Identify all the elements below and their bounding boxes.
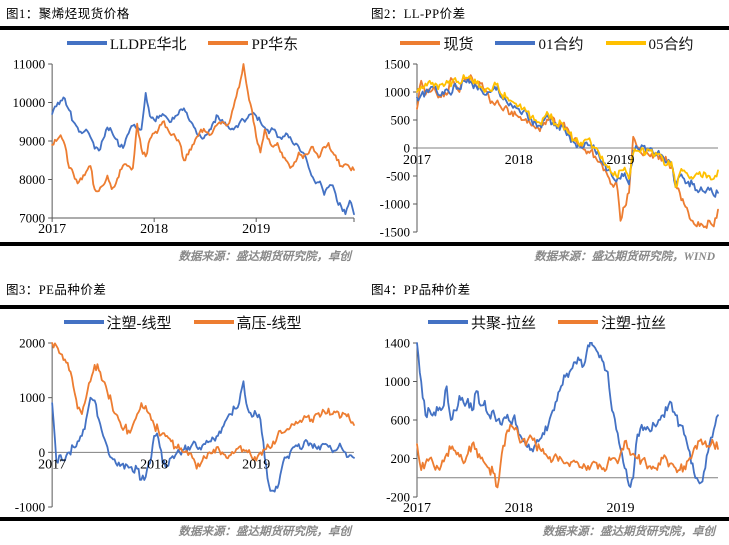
y-tick-label: -500 [386, 169, 410, 184]
x-tick-label: 2018 [140, 457, 168, 472]
legend-item: LLDPE华北 [66, 33, 187, 54]
y-tick-label: 2000 [19, 336, 45, 351]
x-tick-label: 2019 [606, 153, 634, 168]
chart-panel-1: 图1：聚烯烃现货价格 LLDPE华北 PP华东 7000 8000 9000 10000… [0, 0, 365, 268]
chart4-legend: 共聚-拉丝 注塑-拉丝 [371, 309, 723, 335]
legend-line-swatch [63, 320, 104, 324]
y-tick-label: 11000 [13, 57, 45, 72]
legend-item: 注塑-线型 [63, 312, 172, 333]
series-line [416, 74, 719, 189]
chart3-legend: 注塑-线型 高压-线型 [6, 309, 359, 335]
y-tick-label: 600 [391, 413, 411, 428]
x-tick-label: 2019 [242, 457, 270, 472]
bottom-divider-bar [0, 242, 365, 246]
legend-label: PP华东 [251, 36, 299, 53]
y-tick-label: 9000 [19, 134, 45, 149]
chart3-title: 图3：PE品种价差 [6, 283, 107, 297]
y-tick-label: -1500 [380, 225, 410, 240]
y-tick-label: 200 [391, 451, 411, 466]
legend-line-swatch [428, 320, 468, 324]
chart2-legend: 现货 01合约 05合约 [371, 30, 723, 56]
y-tick-label: 1400 [384, 336, 410, 351]
legend-item: 高压-线型 [193, 312, 302, 333]
line-chart-polyolefin-spot: 7000 8000 9000 10000 11000 2017 2018 2019 [13, 57, 355, 237]
chart2-title: 图2：LL-PP价差 [371, 7, 466, 21]
legend-line-swatch [605, 41, 646, 45]
series-line [416, 77, 719, 198]
y-tick-label: 7000 [19, 211, 45, 226]
legend-item: 注塑-拉丝 [558, 312, 666, 333]
series-line [51, 342, 355, 470]
legend-label: LLDPE华北 [109, 36, 187, 53]
y-tick-label: 8000 [19, 172, 45, 187]
legend-line-swatch [558, 320, 598, 324]
legend-line-swatch [495, 41, 536, 45]
y-tick-label: 0 [39, 445, 46, 460]
chart1-source-caption: 数据来源：盛达期货研究院，卓创 [178, 251, 352, 263]
y-tick-label: -1000 [15, 500, 45, 515]
legend-label: 共聚-拉丝 [471, 315, 536, 332]
legend-item: PP华东 [208, 33, 298, 54]
legend-line-swatch [66, 41, 107, 45]
legend-label: 注塑-线型 [106, 315, 172, 332]
chart4-title: 图4：PP品种价差 [371, 283, 471, 297]
x-tick-label: 2017 [38, 457, 66, 472]
series-line [416, 423, 719, 489]
y-tick-label: 500 [391, 113, 411, 128]
x-tick-label: 2019 [242, 222, 270, 237]
legend-label: 05合约 [648, 36, 694, 53]
legend-item: 05合约 [605, 33, 694, 54]
y-tick-label: -200 [386, 490, 410, 505]
x-tick-label: 2019 [606, 501, 634, 516]
legend-item: 共聚-拉丝 [428, 312, 536, 333]
line-chart-pp-grade-spread: -200 200 600 1000 1400 2017 2018 2019 [384, 336, 719, 516]
title-divider-bar [0, 26, 365, 30]
title-divider-bar [365, 26, 729, 30]
legend-line-swatch [400, 41, 441, 45]
series-line [51, 380, 355, 493]
legend-label: 01合约 [538, 36, 584, 53]
x-tick-label: 2017 [38, 222, 66, 237]
chart2-source-caption: 数据来源：盛达期货研究院，WIND [534, 251, 715, 263]
legend-item: 现货 [400, 33, 473, 54]
x-tick-label: 2018 [505, 153, 533, 168]
chart4-source-caption: 数据来源：盛达期货研究院，卓创 [542, 526, 716, 538]
y-tick-label: 1000 [384, 85, 410, 100]
x-tick-label: 2017 [403, 501, 431, 516]
chart-panel-2: 图2：LL-PP价差 现货 01合约 05合约 -1500 -1000 -500 0 500… [365, 0, 729, 268]
y-tick-label: -1000 [380, 197, 410, 212]
line-chart-pe-grade-spread: -1000 0 1000 2000 2017 2018 2019 [15, 336, 355, 515]
legend-label: 高压-线型 [236, 315, 302, 332]
legend-label: 注塑-拉丝 [601, 315, 666, 332]
chart-panel-4: 图4：PP品种价差 共聚-拉丝 注塑-拉丝 -200 200 600 1000 1400 2… [365, 268, 729, 545]
chart1-title: 图1：聚烯烃现货价格 [6, 7, 130, 21]
y-tick-label: 0 [404, 141, 411, 156]
y-tick-label: 1000 [19, 390, 45, 405]
x-tick-label: 2017 [403, 153, 431, 168]
legend-line-swatch [208, 41, 249, 45]
y-tick-label: 1500 [384, 57, 410, 72]
chart-panel-3: 图3：PE品种价差 注塑-线型 高压-线型 -1000 0 1000 2000 2017 2… [0, 268, 365, 545]
y-tick-label: 10000 [13, 95, 46, 110]
series-line [416, 342, 719, 488]
series-line [51, 92, 355, 216]
bottom-divider-bar [365, 242, 729, 246]
bottom-divider-bar [365, 517, 729, 521]
chart3-source-caption: 数据来源：盛达期货研究院，卓创 [178, 526, 352, 538]
legend-item: 01合约 [495, 33, 584, 54]
chart1-legend: LLDPE华北 PP华东 [6, 30, 359, 56]
line-chart-ll-pp-spread: -1500 -1000 -500 0 500 1000 1500 2017 2018 2019 [380, 57, 719, 240]
series-line [416, 74, 719, 229]
legend-label: 现货 [443, 36, 474, 53]
y-tick-label: 1000 [384, 374, 410, 389]
bottom-divider-bar [0, 517, 365, 521]
x-tick-label: 2018 [140, 222, 168, 237]
title-divider-bar [0, 305, 365, 309]
x-tick-label: 2018 [505, 501, 533, 516]
title-divider-bar [365, 305, 729, 309]
series-line [51, 63, 355, 193]
legend-line-swatch [193, 320, 234, 324]
